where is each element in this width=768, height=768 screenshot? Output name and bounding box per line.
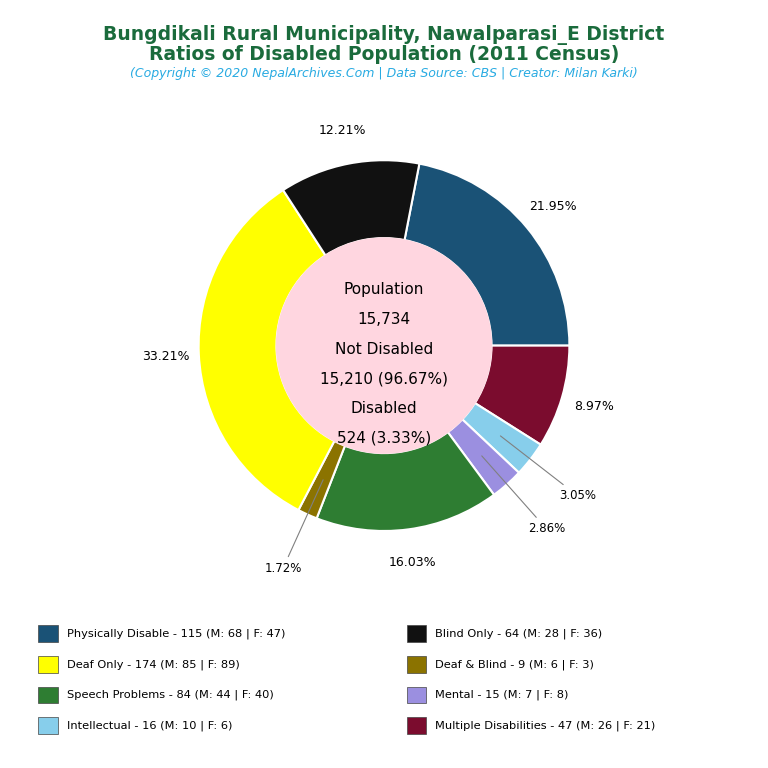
Text: 15,734: 15,734 (357, 312, 411, 327)
Text: (Copyright © 2020 NepalArchives.Com | Data Source: CBS | Creator: Milan Karki): (Copyright © 2020 NepalArchives.Com | Da… (130, 67, 638, 80)
Text: Mental - 15 (M: 7 | F: 8): Mental - 15 (M: 7 | F: 8) (435, 690, 569, 700)
Text: Ratios of Disabled Population (2011 Census): Ratios of Disabled Population (2011 Cens… (149, 45, 619, 64)
Wedge shape (405, 164, 569, 346)
Circle shape (276, 238, 492, 453)
Text: 1.72%: 1.72% (264, 480, 323, 575)
Text: 33.21%: 33.21% (142, 349, 189, 362)
Text: 2.86%: 2.86% (482, 456, 565, 535)
Wedge shape (199, 190, 334, 510)
Text: Disabled: Disabled (351, 401, 417, 416)
Wedge shape (299, 441, 345, 518)
Text: Intellectual - 16 (M: 10 | F: 6): Intellectual - 16 (M: 10 | F: 6) (67, 720, 232, 731)
Wedge shape (475, 346, 569, 445)
Text: 3.05%: 3.05% (501, 436, 596, 502)
Text: 15,210 (96.67%): 15,210 (96.67%) (320, 372, 448, 386)
Text: Population: Population (344, 283, 424, 297)
Text: Blind Only - 64 (M: 28 | F: 36): Blind Only - 64 (M: 28 | F: 36) (435, 628, 603, 639)
Text: Multiple Disabilities - 47 (M: 26 | F: 21): Multiple Disabilities - 47 (M: 26 | F: 2… (435, 720, 656, 731)
Text: Deaf & Blind - 9 (M: 6 | F: 3): Deaf & Blind - 9 (M: 6 | F: 3) (435, 659, 594, 670)
Wedge shape (462, 403, 541, 473)
Text: 12.21%: 12.21% (319, 124, 366, 137)
Text: 21.95%: 21.95% (529, 200, 577, 213)
Text: Bungdikali Rural Municipality, Nawalparasi_E District: Bungdikali Rural Municipality, Nawalpara… (104, 25, 664, 45)
Text: 524 (3.33%): 524 (3.33%) (337, 431, 431, 445)
Text: Speech Problems - 84 (M: 44 | F: 40): Speech Problems - 84 (M: 44 | F: 40) (67, 690, 273, 700)
Wedge shape (283, 161, 419, 256)
Wedge shape (448, 419, 519, 495)
Text: Physically Disable - 115 (M: 68 | F: 47): Physically Disable - 115 (M: 68 | F: 47) (67, 628, 285, 639)
Wedge shape (316, 432, 494, 531)
Text: 8.97%: 8.97% (574, 400, 614, 413)
Text: Not Disabled: Not Disabled (335, 342, 433, 357)
Text: 16.03%: 16.03% (389, 556, 436, 569)
Text: Deaf Only - 174 (M: 85 | F: 89): Deaf Only - 174 (M: 85 | F: 89) (67, 659, 240, 670)
